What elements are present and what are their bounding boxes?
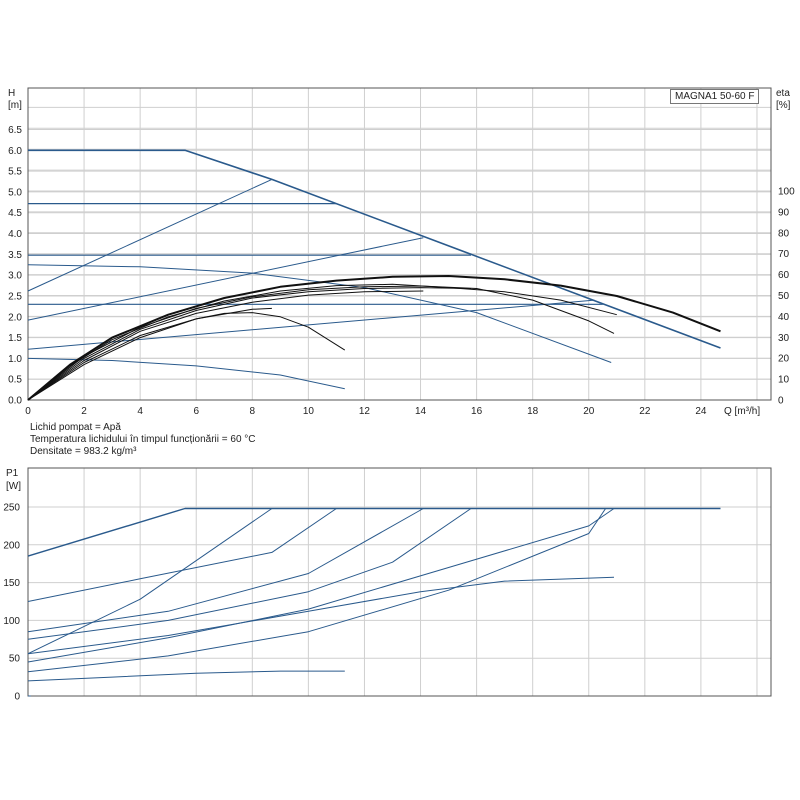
power-curve bbox=[27, 508, 472, 640]
head-y-tick-label: 4.0 bbox=[8, 229, 22, 240]
head-y-tick-label: 1.5 bbox=[8, 333, 22, 344]
power-curve bbox=[27, 508, 607, 673]
power-curve bbox=[27, 507, 721, 557]
head-y-tick-label: 5.5 bbox=[8, 167, 22, 178]
head-plot: 0 2 4 6 8 10 12 14 16 18 20 22 240.00.51.01.52.02.53… bbox=[8, 87, 795, 417]
power-y-tick-label: 50 bbox=[9, 654, 21, 665]
head-x-tick-label: 18 bbox=[527, 406, 539, 417]
head-y2-tick-label: 70 bbox=[778, 249, 790, 260]
head-y-tick-label: 0.5 bbox=[8, 375, 22, 386]
power-y-axis-label: P1 bbox=[6, 468, 19, 479]
power-curve bbox=[27, 576, 615, 655]
head-curve bbox=[27, 285, 615, 401]
eta-axis-unit: [%] bbox=[776, 100, 791, 111]
head-y2-tick-label: 20 bbox=[778, 354, 790, 365]
head-y2-tick-label: 50 bbox=[778, 291, 790, 302]
head-curve bbox=[27, 283, 617, 401]
note-density: Densitate = 983.2 kg/m³ bbox=[30, 446, 137, 457]
head-y-tick-label: 6.5 bbox=[8, 125, 22, 136]
head-y2-tick-label: 40 bbox=[778, 312, 790, 323]
head-y-tick-label: 0.0 bbox=[8, 396, 22, 407]
head-y-tick-label: 2.5 bbox=[8, 291, 22, 302]
head-curve bbox=[27, 357, 345, 390]
power-y-tick-label: 250 bbox=[3, 503, 20, 514]
head-x-tick-label: 10 bbox=[303, 406, 315, 417]
head-curve bbox=[27, 290, 424, 401]
head-y2-tick-label: 80 bbox=[778, 228, 790, 239]
power-plot: 0 50 100 150 200 250 P1 [W] bbox=[3, 467, 772, 703]
head-y2-tick-label: 30 bbox=[778, 333, 790, 344]
head-curve bbox=[27, 264, 612, 363]
head-x-tick-label: 22 bbox=[639, 406, 651, 417]
head-y-tick-label: 5.0 bbox=[8, 187, 22, 198]
head-y-tick-label: 1.0 bbox=[8, 354, 22, 365]
head-y2-tick-label: 90 bbox=[778, 207, 790, 218]
head-curve bbox=[28, 149, 721, 349]
head-y-axis-unit: [m] bbox=[8, 100, 22, 111]
head-y-tick-label: 6.0 bbox=[8, 146, 22, 157]
power-curve bbox=[27, 670, 345, 682]
power-y-tick-label: 100 bbox=[3, 616, 20, 627]
power-y-axis-unit: [W] bbox=[6, 481, 21, 492]
power-y-tick-label: 0 bbox=[14, 692, 20, 703]
head-x-tick-label: 2 bbox=[81, 406, 87, 417]
head-y-tick-label: 2.0 bbox=[8, 312, 22, 323]
head-curve bbox=[27, 312, 346, 401]
power-curve bbox=[27, 508, 273, 655]
head-x-tick-label: 0 bbox=[25, 406, 31, 417]
note-fluid: Lichid pompat = Apă bbox=[30, 422, 121, 433]
head-y2-tick-label: 60 bbox=[778, 270, 790, 281]
head-plot-frame bbox=[27, 87, 772, 401]
head-curve bbox=[27, 237, 424, 321]
head-y2-tick-label: 10 bbox=[778, 375, 790, 386]
chart-title: MAGNA1 50-60 F bbox=[670, 89, 760, 104]
head-curve bbox=[27, 307, 272, 401]
head-x-tick-label: 6 bbox=[193, 406, 199, 417]
head-x-tick-label: 8 bbox=[250, 406, 256, 417]
note-temperature: Temperatura lichidului în timpul funcțio… bbox=[30, 434, 256, 445]
power-curve bbox=[27, 508, 615, 663]
head-x-tick-label: 12 bbox=[359, 406, 371, 417]
power-curve bbox=[27, 508, 337, 602]
head-y-axis-label: H bbox=[8, 88, 15, 99]
head-y2-tick-label: 0 bbox=[778, 396, 784, 407]
fluid-notes: Lichid pompat = Apă Temperatura lichidul… bbox=[30, 422, 256, 458]
head-y-tick-label: 3.5 bbox=[8, 250, 22, 261]
head-y-tick-label: 3.0 bbox=[8, 271, 22, 282]
power-y-tick-label: 200 bbox=[3, 540, 20, 551]
head-x-tick-label: 14 bbox=[415, 406, 427, 417]
head-x-tick-label: 4 bbox=[137, 406, 143, 417]
power-plot-frame bbox=[27, 467, 772, 697]
head-x-tick-label: 24 bbox=[695, 406, 707, 417]
head-y-tick-label: 4.5 bbox=[8, 208, 22, 219]
power-y-tick-label: 150 bbox=[3, 578, 20, 589]
head-curve bbox=[27, 275, 721, 401]
head-curve bbox=[27, 178, 273, 292]
head-y2-tick-label: 100 bbox=[778, 187, 795, 198]
power-curve bbox=[27, 508, 424, 633]
eta-axis-label: eta bbox=[776, 88, 790, 99]
head-x-tick-label: 16 bbox=[471, 406, 483, 417]
head-x-tick-label: 20 bbox=[583, 406, 595, 417]
head-curve bbox=[27, 287, 472, 401]
flow-axis-label: Q [m³/h] bbox=[724, 406, 760, 417]
